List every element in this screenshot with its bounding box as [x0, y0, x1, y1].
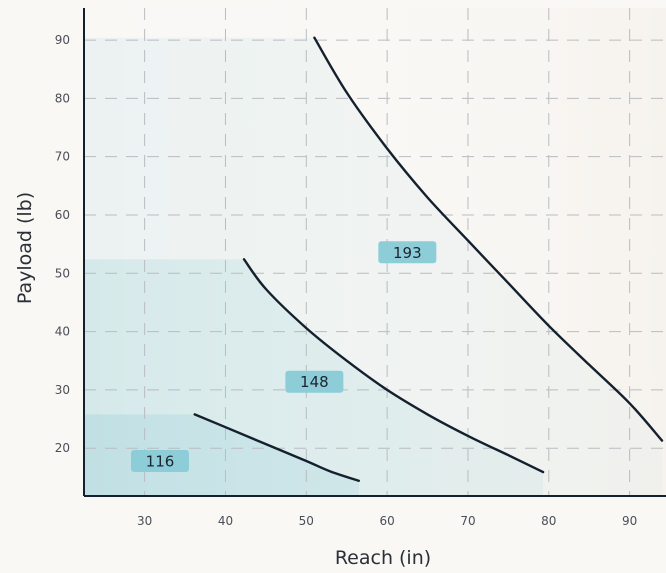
x-tick-label-30: 30 — [137, 514, 152, 528]
x-tick-label-90: 90 — [622, 514, 637, 528]
y-tick-label-80: 80 — [55, 91, 70, 105]
region-fade — [84, 8, 666, 496]
axes-layer — [83, 8, 666, 497]
y-tick-label-40: 40 — [55, 325, 70, 339]
y-tick-label-50: 50 — [55, 266, 70, 280]
ticks-layer: 30 40 50 60 70 80 90 20 30 40 50 60 70 80 90 — [55, 33, 638, 528]
x-tick-label-50: 50 — [299, 514, 314, 528]
y-tick-label-30: 30 — [55, 383, 70, 397]
y-tick-label-60: 60 — [55, 208, 70, 222]
curve-label-box-148 — [285, 370, 344, 393]
curve-193 — [313, 36, 664, 442]
y-axis-title: Payload (lb) — [14, 192, 36, 304]
x-axis-title: Reach (in) — [335, 547, 431, 569]
regions-layer — [84, 8, 666, 496]
y-tick-label-20: 20 — [55, 441, 70, 455]
curve-label-148: 148 — [300, 373, 329, 391]
curve-label-193: 193 — [393, 244, 422, 262]
x-tick-label-80: 80 — [541, 514, 556, 528]
y-tick-label-70: 70 — [55, 150, 70, 164]
x-tick-label-60: 60 — [379, 514, 394, 528]
labels-layer: 193 148 116 — [130, 241, 437, 473]
curve-148 — [242, 258, 545, 474]
x-tick-label-40: 40 — [218, 514, 233, 528]
curve-label-box-193 — [378, 241, 437, 264]
curve-label-116: 116 — [146, 453, 175, 471]
curves-layer — [193, 36, 664, 482]
grid-layer — [84, 8, 666, 496]
y-tick-label-90: 90 — [55, 33, 70, 47]
curve-label-box-116 — [130, 450, 189, 473]
x-tick-label-70: 70 — [460, 514, 475, 528]
curve-116 — [193, 413, 360, 482]
